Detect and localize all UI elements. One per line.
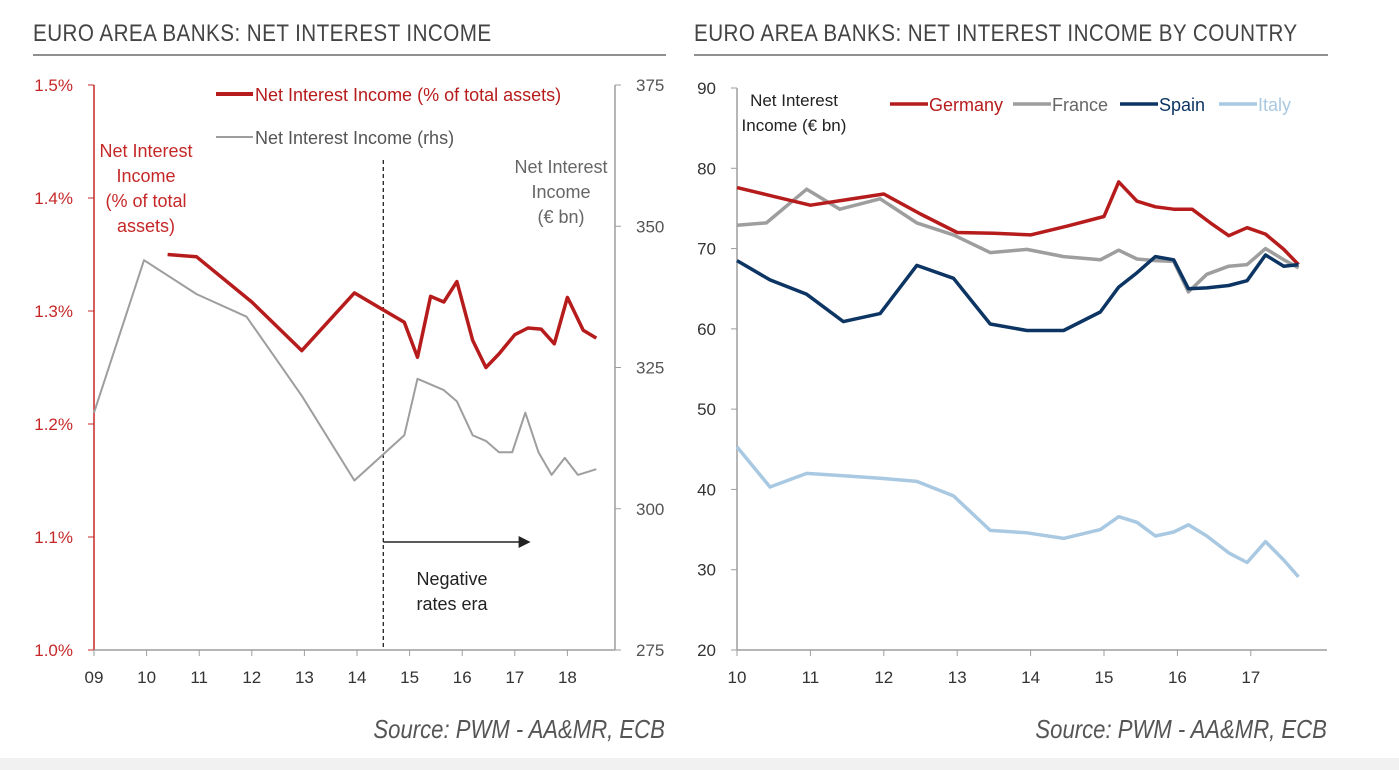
x-tick-label: 15 [1095,668,1114,687]
y-tick-label: 20 [697,641,716,660]
y-axis-label-line: Income (€ bn) [742,116,847,135]
x-tick-label: 10 [728,668,747,687]
left-y-tick-label: 1.4% [34,189,73,208]
left-y-tick-label: 1.3% [34,302,73,321]
series-line-france [736,187,1300,294]
annotation-text-line1: Negative [416,569,487,589]
y-tick-label: 70 [697,240,716,259]
right-y-tick-label: 350 [636,217,664,236]
y-tick-label: 40 [697,480,716,499]
annotation-text-line2: rates era [416,594,488,614]
legend-label-nii-rhs: Net Interest Income (rhs) [255,128,454,148]
y-axis-label-line: Net Interest [750,91,838,110]
x-tick-label: 10 [137,668,156,687]
legend-label-france: France [1052,95,1108,115]
left-y-tick-label: 1.2% [34,415,73,434]
x-tick-label: 17 [505,668,524,687]
x-tick-label: 11 [802,668,820,687]
left-source-note: Source: PWM - AA&MR, ECB [373,714,665,744]
series-line-germany [736,180,1300,266]
x-tick-label: 13 [948,668,967,687]
series-line-nii-rhs [93,259,597,482]
legend-label-germany: Germany [929,95,1003,115]
y-tick-label: 90 [697,79,716,98]
right-chart: 20 30 40 50 60 70 80 90 10 11 12 13 14 15 16 17 Net Inte… [697,79,1327,687]
right-y-tick-label: 375 [636,76,664,95]
left-axis-label-line: Income [116,166,175,186]
x-tick-label: 12 [242,668,261,687]
x-tick-label: 09 [85,668,104,687]
right-y-tick-label: 275 [636,641,664,660]
right-axis-label-line: (€ bn) [537,207,584,227]
left-y-tick-label: 1.1% [34,528,73,547]
right-source-note: Source: PWM - AA&MR, ECB [1035,714,1327,744]
y-tick-label: 50 [697,400,716,419]
series-line-nii-pct [167,252,598,370]
left-axis-label-line: Net Interest [99,141,192,161]
series-line-spain [736,253,1299,333]
left-axis-label-line: assets) [117,216,175,236]
x-tick-label: 14 [348,668,367,687]
left-axis-label-line: (% of total [105,191,186,211]
left-y-tick-label: 1.0% [34,641,73,660]
series-line-italy [735,445,1300,579]
legend-label-italy: Italy [1258,95,1291,115]
negative-rates-arrow-head [518,536,531,548]
bottom-shade [0,758,1399,770]
left-title-rule [33,54,666,56]
x-tick-label: 16 [1168,668,1187,687]
right-title-rule [694,54,1328,56]
right-axis-label-line: Net Interest [514,157,607,177]
x-tick-label: 15 [400,668,419,687]
y-tick-label: 80 [697,159,716,178]
right-y-tick-label: 325 [636,359,664,378]
x-tick-label: 18 [558,668,577,687]
x-tick-label: 17 [1241,668,1260,687]
right-y-tick-label: 300 [636,500,664,519]
legend-label-nii-pct: Net Interest Income (% of total assets) [255,85,561,105]
right-chart-title: EURO AREA BANKS: NET INTEREST INCOME BY … [694,20,1298,47]
x-tick-label: 16 [453,668,472,687]
right-axis-label-line: Income [531,182,590,202]
legend-label-spain: Spain [1159,95,1205,115]
y-tick-label: 30 [697,561,716,580]
x-tick-label: 14 [1021,668,1040,687]
y-tick-label: 60 [697,320,716,339]
left-chart: 1.0% 1.1% 1.2% 1.3% 1.4% 1.5% 275 300 325 350 375 0… [34,76,664,687]
left-y-tick-label: 1.5% [34,76,73,95]
x-tick-label: 13 [295,668,314,687]
x-tick-label: 12 [874,668,893,687]
left-chart-title: EURO AREA BANKS: NET INTEREST INCOME [33,20,492,47]
x-tick-label: 11 [190,668,208,687]
